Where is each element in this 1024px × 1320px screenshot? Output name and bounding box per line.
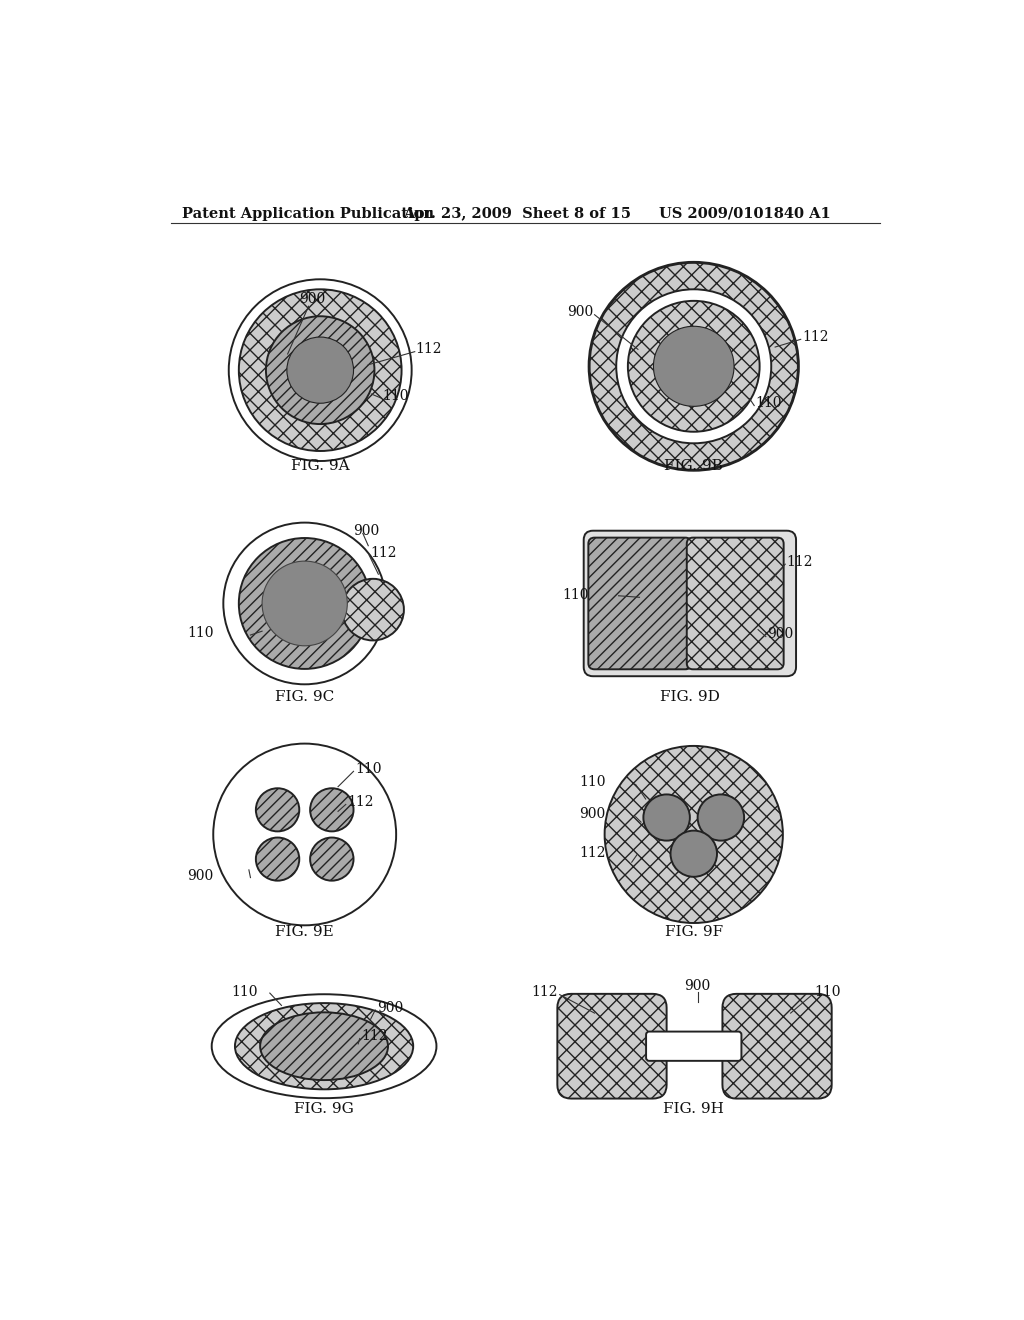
Text: 900: 900 — [566, 305, 593, 319]
Circle shape — [228, 280, 412, 461]
Circle shape — [589, 263, 799, 470]
Text: 110: 110 — [562, 587, 589, 602]
Text: 112: 112 — [416, 342, 442, 356]
Text: 900: 900 — [377, 1001, 403, 1015]
Text: 900: 900 — [579, 808, 605, 821]
Text: FIG. 9G: FIG. 9G — [294, 1102, 354, 1117]
Circle shape — [671, 830, 717, 876]
Text: FIG. 9H: FIG. 9H — [664, 1102, 724, 1117]
Circle shape — [643, 795, 690, 841]
Text: 900: 900 — [299, 292, 326, 306]
Text: 110: 110 — [355, 762, 382, 776]
Text: 112: 112 — [361, 1030, 388, 1043]
Text: FIG. 9A: FIG. 9A — [291, 459, 349, 474]
Text: 112: 112 — [531, 985, 558, 999]
Text: FIG. 9F: FIG. 9F — [665, 925, 723, 940]
Text: FIG. 9B: FIG. 9B — [665, 459, 723, 474]
Text: 112: 112 — [786, 554, 813, 569]
Text: 900: 900 — [767, 627, 794, 642]
Text: 110: 110 — [579, 775, 605, 789]
Text: 112: 112 — [802, 330, 828, 345]
Text: 110: 110 — [382, 388, 409, 403]
Circle shape — [616, 289, 771, 444]
Circle shape — [697, 795, 744, 841]
Text: 110: 110 — [231, 985, 258, 998]
Circle shape — [310, 788, 353, 832]
FancyBboxPatch shape — [557, 994, 667, 1098]
FancyBboxPatch shape — [722, 994, 831, 1098]
FancyBboxPatch shape — [584, 531, 796, 676]
Circle shape — [223, 523, 386, 684]
Circle shape — [256, 838, 299, 880]
Text: 900: 900 — [187, 869, 213, 883]
Text: Patent Application Publication: Patent Application Publication — [182, 207, 434, 220]
Text: 110: 110 — [814, 985, 841, 999]
Circle shape — [239, 539, 371, 669]
Text: 110: 110 — [756, 396, 782, 411]
FancyBboxPatch shape — [589, 537, 691, 669]
Text: 110: 110 — [187, 627, 213, 640]
Circle shape — [604, 746, 783, 923]
Text: US 2009/0101840 A1: US 2009/0101840 A1 — [658, 207, 830, 220]
Circle shape — [262, 561, 347, 645]
Circle shape — [256, 788, 299, 832]
Text: 112: 112 — [347, 795, 374, 809]
Circle shape — [213, 743, 396, 925]
Text: 112: 112 — [579, 846, 605, 859]
FancyBboxPatch shape — [687, 537, 783, 669]
Circle shape — [287, 337, 353, 404]
Circle shape — [239, 289, 401, 451]
Text: FIG. 9D: FIG. 9D — [659, 690, 720, 705]
Text: FIG. 9C: FIG. 9C — [275, 690, 334, 705]
Ellipse shape — [234, 1003, 414, 1089]
Circle shape — [342, 579, 403, 640]
Text: FIG. 9E: FIG. 9E — [275, 925, 334, 940]
Text: 900: 900 — [684, 979, 711, 993]
Text: 112: 112 — [371, 545, 397, 560]
Circle shape — [266, 317, 375, 424]
Ellipse shape — [260, 1012, 388, 1080]
Circle shape — [628, 301, 760, 432]
Text: 900: 900 — [352, 524, 379, 539]
FancyBboxPatch shape — [646, 1032, 741, 1061]
Text: Apr. 23, 2009  Sheet 8 of 15: Apr. 23, 2009 Sheet 8 of 15 — [403, 207, 631, 220]
Ellipse shape — [212, 994, 436, 1098]
Circle shape — [653, 326, 734, 407]
Circle shape — [310, 838, 353, 880]
